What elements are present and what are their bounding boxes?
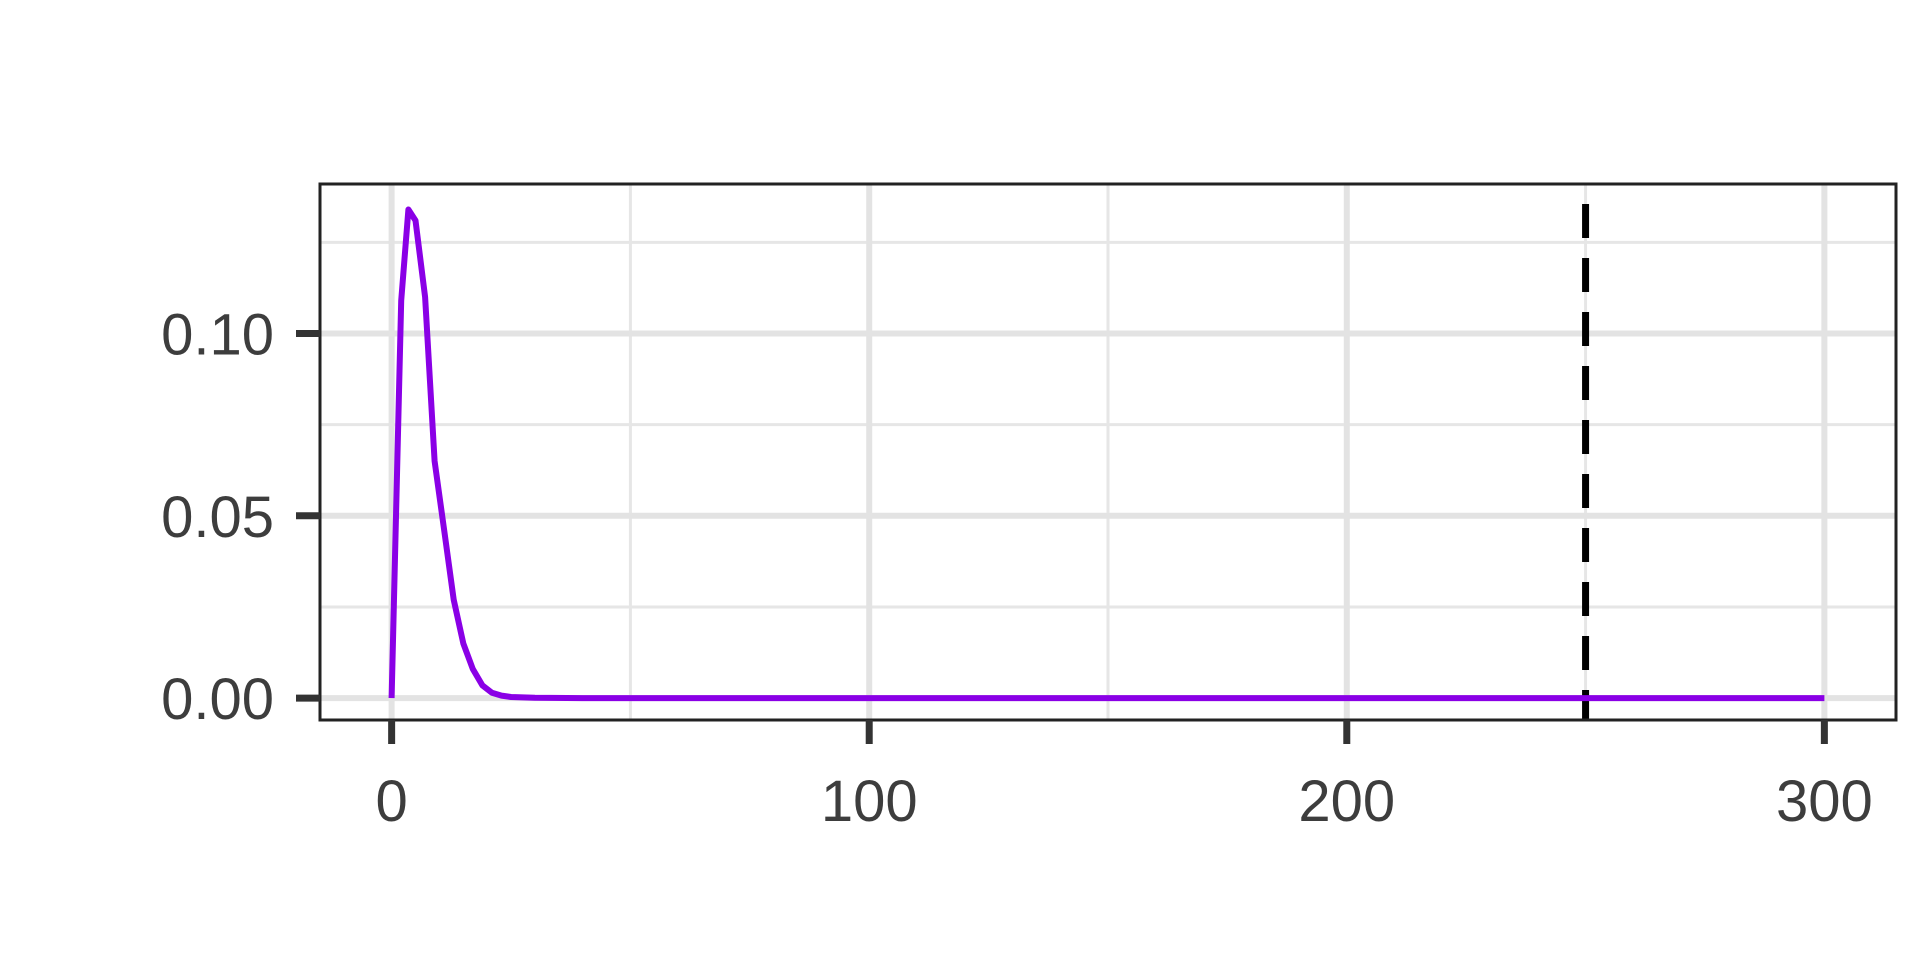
y-tick-label: 0.05: [161, 485, 274, 550]
grid-layer: [320, 184, 1896, 720]
x-tick-label: 0: [376, 769, 408, 834]
density-line: [388, 206, 1825, 702]
x-tick-label: 300: [1776, 769, 1873, 834]
x-tick-label: 100: [821, 769, 918, 834]
x-tick-label: 200: [1298, 769, 1395, 834]
series-layer: [388, 206, 1825, 702]
y-tick-label: 0.00: [161, 667, 274, 732]
axis-layer: 0 100 200 300 0.00 0.05 0.10: [161, 302, 1873, 834]
panel-border: [318, 182, 1898, 722]
y-tick-label: 0.10: [161, 302, 274, 367]
